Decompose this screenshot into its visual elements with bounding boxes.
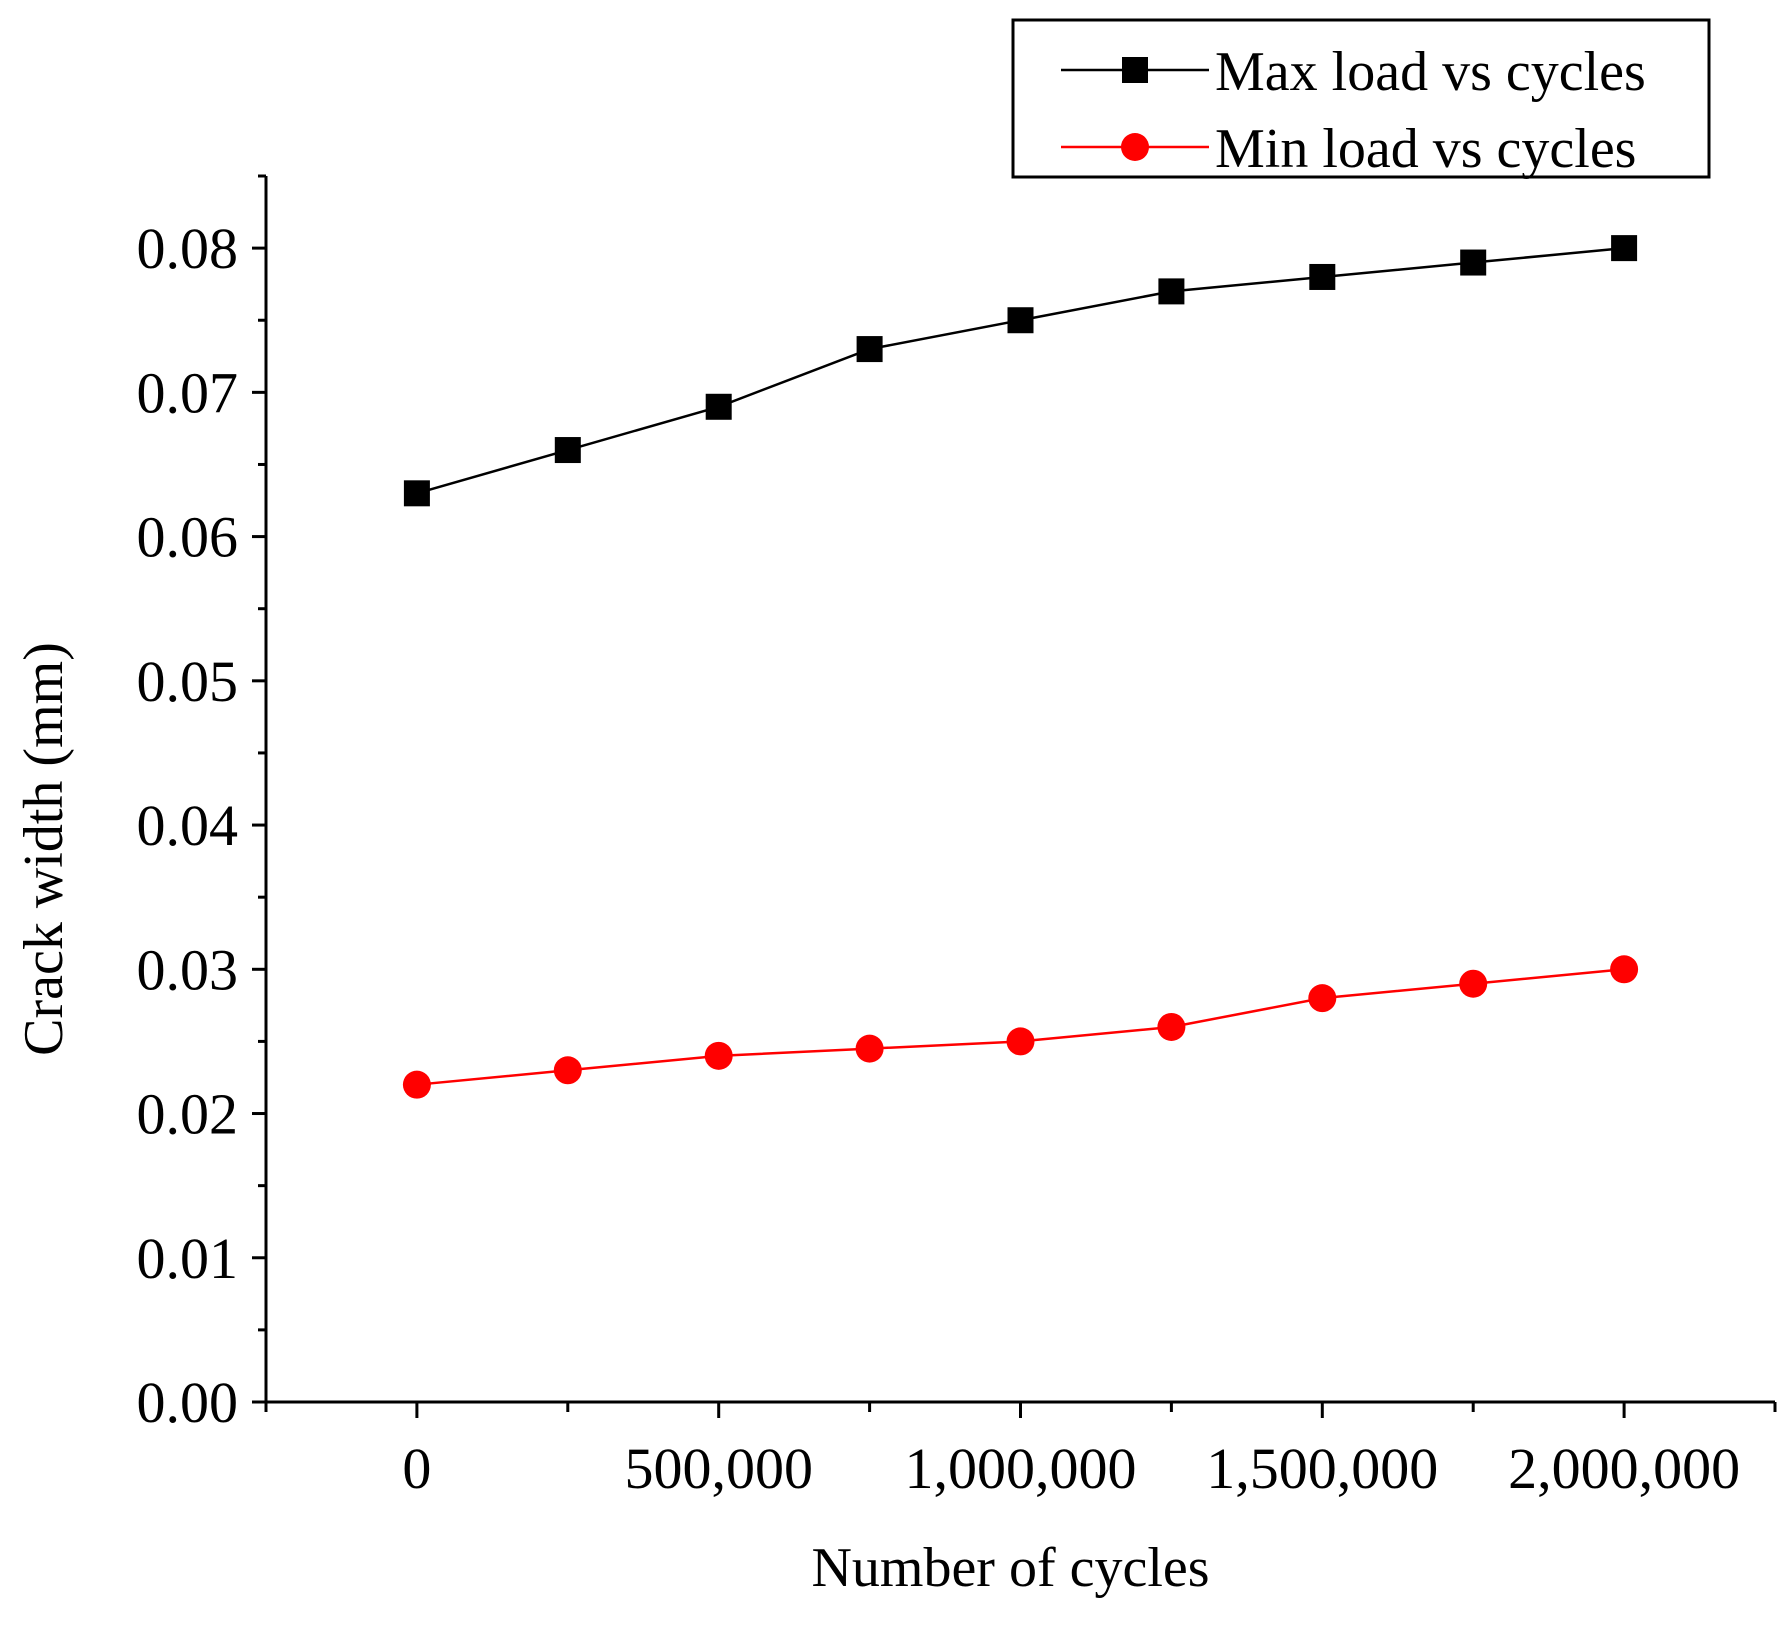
legend-label: Max load vs cycles [1215, 41, 1646, 103]
y-tick-label: 0.05 [137, 649, 239, 714]
x-tick-label: 1,000,000 [905, 1436, 1137, 1501]
y-tick-label: 0.07 [137, 360, 239, 425]
x-tick-label: 0 [402, 1436, 431, 1501]
legend-marker-square [1122, 57, 1148, 83]
y-tick-label: 0.03 [137, 937, 239, 1002]
legend-label: Min load vs cycles [1215, 118, 1636, 180]
data-point-circle [1610, 955, 1639, 984]
series-line [416, 246, 1625, 495]
y-tick-label: 0.00 [137, 1370, 239, 1435]
data-point-square [554, 437, 581, 464]
x-tick-label: 2,000,000 [1508, 1436, 1740, 1501]
axes: 0.00 0.01 0.02 0.03 0.04 0.05 0.06 0.07 0.08 0 500… [137, 174, 1777, 1501]
y-axis-title: Crack width (mm) [13, 642, 75, 1056]
y-tick-label: 0.08 [137, 216, 239, 281]
legend: Max load vs cycles Min load vs cycles [1011, 18, 1711, 180]
y-tick-label: 0.04 [137, 793, 239, 858]
data-point-circle [855, 1034, 884, 1063]
legend-item-2: Min load vs cycles [1061, 118, 1636, 180]
series-line [416, 968, 1625, 1086]
data-point-square [856, 336, 883, 363]
data-point-square [1158, 278, 1185, 305]
data-point-square [1460, 249, 1487, 276]
data-point-square [1611, 235, 1638, 262]
data-point-square [1007, 307, 1034, 334]
data-point-square [403, 480, 430, 507]
data-point-circle [1308, 984, 1337, 1013]
x-tick-label: 500,000 [624, 1436, 813, 1501]
x-tick-label: 1,500,000 [1206, 1436, 1438, 1501]
data-point-circle [1459, 969, 1488, 998]
y-tick-label: 0.06 [137, 505, 239, 570]
y-tick-label: 0.02 [137, 1082, 239, 1147]
y-tick-label: 0.01 [137, 1226, 239, 1291]
series-2 [402, 955, 1639, 1099]
data-point-circle [402, 1070, 431, 1099]
data-point-circle [553, 1056, 582, 1085]
series-layer [402, 235, 1639, 1099]
series-1 [403, 235, 1638, 507]
x-axis-title: Number of cycles [811, 1537, 1209, 1599]
data-point-square [1309, 263, 1336, 290]
data-point-circle [1157, 1012, 1186, 1041]
legend-item-1: Max load vs cycles [1061, 41, 1646, 103]
data-point-circle [1006, 1027, 1035, 1056]
data-point-square [705, 393, 732, 420]
data-point-circle [704, 1041, 733, 1070]
legend-marker-circle [1121, 133, 1149, 161]
